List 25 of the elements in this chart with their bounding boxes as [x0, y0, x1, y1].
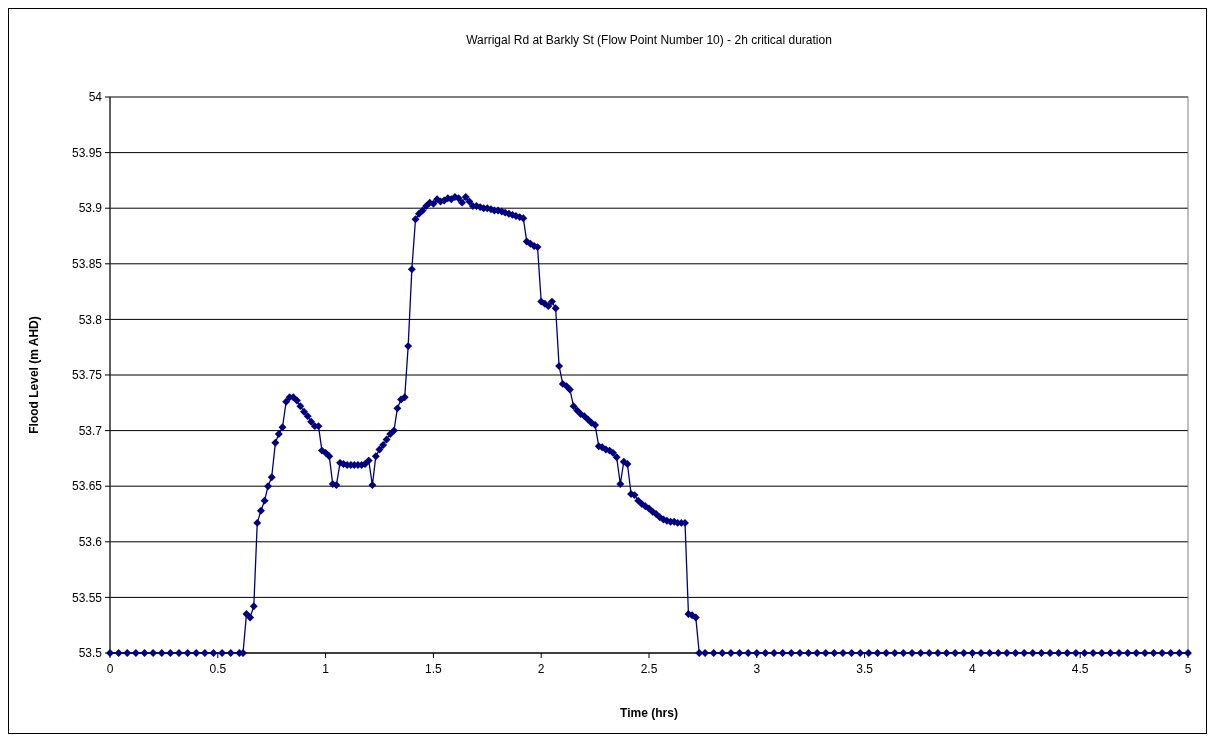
x-tick-label: 5: [1184, 662, 1192, 676]
y-tick-label: 53.6: [78, 535, 103, 549]
x-tick-label: 2.5: [640, 662, 658, 676]
x-axis-title: Time (hrs): [620, 706, 678, 720]
y-tick-label: 53.95: [71, 145, 103, 160]
y-tick-label: 53.8: [78, 312, 103, 327]
y-tick-label: 53.5: [78, 646, 103, 661]
x-tick-label: 4: [969, 662, 977, 676]
chart-title: Warrigal Rd at Barkly St (Flow Point Number 10) - 2h critical duration: [466, 33, 832, 47]
y-tick-label: 53.85: [71, 257, 103, 271]
y-tick-label: 53.7: [78, 423, 103, 438]
y-tick-label: 53.9: [78, 201, 103, 216]
y-tick-label: 53.75: [71, 368, 103, 383]
x-tick-label: 0.5: [209, 662, 227, 676]
y-tick-label: 53.55: [71, 590, 103, 605]
y-tick-label: 53.65: [71, 479, 103, 494]
x-tick-label: 1.5: [425, 662, 443, 676]
x-tick-label: 1: [322, 662, 330, 676]
x-tick-label: 3: [753, 662, 761, 676]
y-tick-label: 54: [88, 90, 103, 105]
x-tick-label: 2: [537, 662, 545, 676]
x-tick-label: 4.5: [1071, 662, 1089, 676]
y-axis-title: Flood Level (m AHD): [27, 316, 41, 434]
x-tick-label: 3.5: [856, 662, 874, 676]
x-tick-label: 0: [106, 662, 114, 676]
